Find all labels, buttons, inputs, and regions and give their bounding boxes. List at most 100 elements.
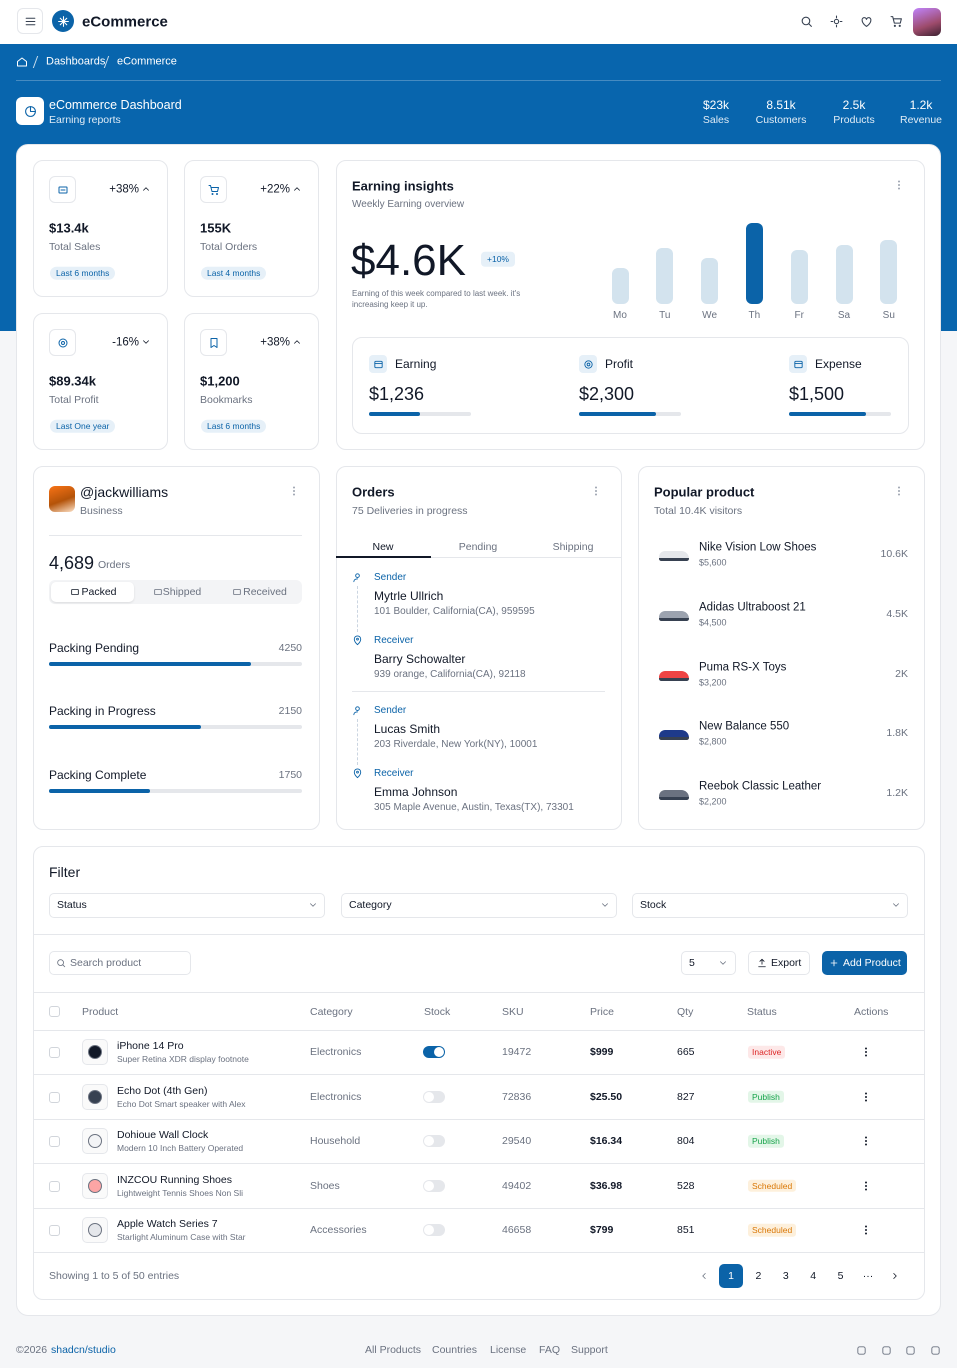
menu-icon [24,15,37,28]
checkbox[interactable] [49,1136,60,1147]
card [336,160,925,450]
footer-link[interactable]: All Products [365,1343,422,1356]
insights-note: Earning of this week compared to last we… [352,289,521,309]
product-qty: 528 [677,1179,695,1192]
stock-knob [424,1225,434,1235]
tab-rule [336,557,622,558]
progress-fill [579,412,656,416]
hero-stat-value: 8.51k [766,98,796,112]
prev-button [699,1271,709,1281]
footer-link[interactable]: License [490,1343,527,1356]
footer-link[interactable]: Support [571,1343,608,1356]
pagination-summary: Showing 1 to 5 of 50 entries [49,1269,180,1282]
kpi-trend [292,184,302,194]
checkbox[interactable] [49,1180,60,1192]
product-visitors: 10.6K [880,547,908,560]
sender-icon [352,705,363,716]
kpi-trend [141,184,151,194]
product-sku: 46658 [502,1223,532,1236]
kpi-icon-glyph [208,184,220,196]
product-price: $999 [590,1045,614,1058]
page-size-value: 5 [689,956,695,969]
page-button[interactable]: 2 [755,1269,762,1282]
kpi-period: Last One year [50,419,116,433]
order-tab[interactable]: New [372,540,394,553]
menu-button[interactable] [17,8,43,34]
product-name: Dohioue Wall Clock [117,1128,209,1141]
packing-value: 2150 [278,704,302,717]
product-thumb-shape [88,1134,102,1148]
product-name: INZCOU Running Shoes [117,1173,232,1186]
kpi-trend [292,337,302,347]
search-icon [56,958,66,968]
summary-icon-glyph [793,359,804,370]
product-visitors: 2K [895,667,908,680]
select[interactable] [632,893,908,918]
progress-fill [369,412,420,416]
product-description: Super Retina XDR display footnote [117,1054,249,1064]
page-button[interactable]: 3 [782,1269,789,1282]
select-label: Status [57,898,87,911]
sender-address: 101 Boulder, California(CA), 959595 [374,606,535,617]
packing-value: 4250 [278,641,302,654]
product-price: $799 [590,1223,614,1236]
hero-title: eCommerce Dashboard [49,97,182,112]
page-size-select[interactable] [681,951,736,975]
divider [33,992,925,993]
chart-bar [611,268,629,304]
stock-knob [434,1047,444,1057]
user-avatar[interactable] [913,8,941,36]
hero-stat-label: Products [833,113,875,126]
social-icon [881,1345,892,1356]
product-price: $2,200 [699,796,727,807]
page-button[interactable]: 1 [728,1269,734,1282]
product-name: Nike Vision Low Shoes [699,541,817,554]
select-label: Category [349,898,392,911]
more-button [288,485,300,497]
row-actions [860,1224,872,1236]
product-image [659,730,689,741]
filter-title: Filter [49,864,81,880]
order-tab[interactable]: Shipping [552,540,594,553]
checkbox[interactable] [49,1047,60,1058]
page-button[interactable]: 5 [837,1269,844,1282]
chart-bar [835,245,853,304]
footer-link[interactable]: Countries [432,1343,477,1356]
product-description: Echo Dot Smart speaker with Alex [117,1098,246,1109]
kpi-label: Total Orders [200,240,258,253]
page-button[interactable]: 4 [810,1269,817,1282]
product-price: $5,600 [699,557,727,568]
status-badge: Publish [748,1134,784,1148]
packing-value: 1750 [278,768,302,781]
select[interactable] [49,893,325,918]
divider [33,934,925,935]
footer-link[interactable]: FAQ [539,1343,561,1356]
copyright: ©2026 [16,1343,48,1356]
tab[interactable] [51,582,134,602]
kpi-icon-glyph [57,184,69,196]
insights-subtitle: Weekly Earning overview [352,199,465,210]
checkbox[interactable] [49,1006,60,1017]
insights-badge: +10% [481,251,515,267]
card [638,466,925,830]
progress-fill [49,662,252,666]
route-line [357,719,358,765]
chart-bar [880,240,898,304]
order-tab[interactable]: Pending [458,540,498,553]
kpi-icon-glyph [208,337,220,349]
summary-icon [579,355,597,373]
summary-icon [369,355,387,373]
receiver-icon [352,768,363,779]
theme-button [830,15,843,28]
product-price: $4,500 [699,617,727,628]
product-thumb-shape [88,1178,102,1193]
home-icon [16,56,28,68]
column-header: Stock [424,1005,451,1018]
checkbox[interactable] [49,1225,60,1236]
checkbox[interactable] [49,1091,60,1103]
export-button[interactable] [748,951,810,975]
chart-bar [745,223,763,304]
select[interactable] [341,893,617,918]
divider [49,535,302,536]
search-input[interactable] [49,951,191,975]
